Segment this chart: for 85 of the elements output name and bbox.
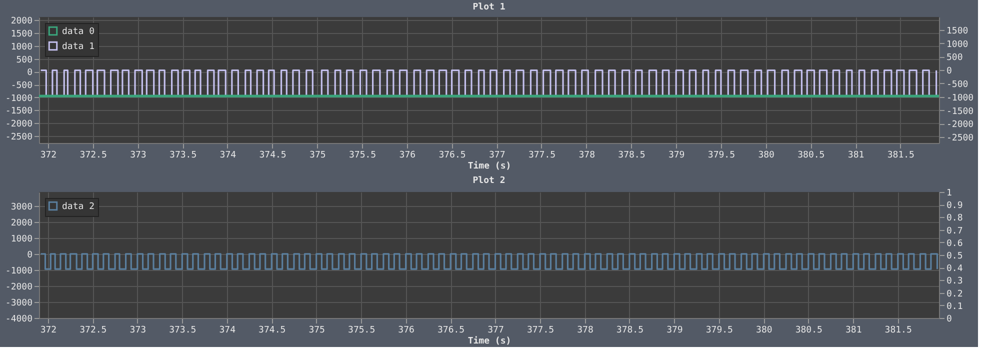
y2-tick-label: 0.5 bbox=[946, 252, 963, 262]
x-tick-label: 381 bbox=[848, 150, 864, 160]
chart-title: Plot 2 bbox=[472, 176, 506, 186]
x-tick-label: 378.5 bbox=[616, 326, 644, 336]
x-tick-label: 375 bbox=[310, 150, 326, 160]
x-tick-label: 372.5 bbox=[80, 326, 107, 336]
y2-tick-label: 0.4 bbox=[946, 264, 963, 274]
y-tick-label: 1500 bbox=[10, 30, 32, 40]
y-tick-label: -3000 bbox=[5, 298, 32, 308]
x-tick-label: 373 bbox=[130, 150, 146, 160]
x-tick-label: 372 bbox=[40, 326, 57, 336]
y-tick-label: -500 bbox=[10, 81, 32, 91]
x-axis-title: Time (s) bbox=[468, 336, 512, 346]
y2-tick-label: 0 bbox=[946, 66, 952, 77]
x-tick-label: 380.5 bbox=[795, 326, 822, 336]
x-tick-label: 376 bbox=[399, 150, 416, 160]
y2-tick-label: 1500 bbox=[946, 26, 968, 36]
y-tick-label: -1000 bbox=[5, 94, 32, 104]
y-tick-label: -2000 bbox=[5, 282, 32, 292]
y-tick-label: 0 bbox=[27, 250, 32, 260]
y2-tick-label: 0.8 bbox=[946, 214, 963, 224]
x-tick-label: 374 bbox=[220, 150, 236, 160]
y2-tick-label: 1 bbox=[946, 188, 952, 198]
y-tick-label: -2500 bbox=[5, 132, 32, 142]
x-tick-label: 377.5 bbox=[526, 326, 554, 336]
x-tick-label: 381.5 bbox=[887, 150, 914, 160]
x-tick-label: 372.5 bbox=[80, 150, 107, 160]
x-tick-label: 379.5 bbox=[706, 326, 733, 336]
x-tick-label: 376.5 bbox=[437, 326, 465, 336]
x-tick-label: 379 bbox=[668, 150, 685, 160]
x-tick-label: 376.5 bbox=[438, 150, 466, 160]
y2-tick-label: -2500 bbox=[946, 134, 974, 144]
y2-tick-label: 0.2 bbox=[946, 289, 963, 300]
y2-tick-label: -500 bbox=[946, 80, 968, 90]
y2-tick-label: 0.1 bbox=[946, 302, 963, 312]
y-tick-label: -1500 bbox=[5, 106, 32, 117]
x-tick-label: 378 bbox=[578, 150, 595, 160]
y2-tick-label: -1500 bbox=[946, 106, 974, 117]
x-tick-label: 378 bbox=[577, 326, 594, 336]
y-tick-label: 2000 bbox=[10, 16, 32, 27]
y2-tick-label: 1000 bbox=[946, 40, 968, 50]
y2-tick-label: 0.7 bbox=[946, 226, 963, 236]
x-tick-label: 379 bbox=[666, 326, 683, 336]
x-tick-label: 375.5 bbox=[348, 326, 376, 336]
x-tick-label: 375.5 bbox=[348, 150, 376, 160]
y2-tick-label: -2000 bbox=[946, 120, 974, 130]
legend-label: data 0 bbox=[62, 27, 95, 37]
x-tick-label: 380 bbox=[758, 150, 774, 160]
y2-tick-label: 0.3 bbox=[946, 276, 963, 287]
x-tick-label: 378.5 bbox=[618, 150, 646, 160]
y-tick-label: 3000 bbox=[10, 202, 32, 212]
x-tick-label: 380.5 bbox=[798, 150, 825, 160]
x-tick-label: 373 bbox=[130, 326, 146, 336]
y-tick-label: 2000 bbox=[10, 218, 32, 228]
x-tick-label: 375 bbox=[308, 326, 325, 336]
y-tick-label: 500 bbox=[16, 55, 32, 66]
x-tick-label: 377 bbox=[488, 326, 504, 336]
x-tick-label: 372 bbox=[40, 150, 57, 160]
x-tick-label: 374.5 bbox=[259, 150, 286, 160]
y2-tick-label: 0.9 bbox=[946, 201, 963, 212]
y-tick-label: 1000 bbox=[10, 234, 32, 244]
x-tick-label: 373.5 bbox=[169, 326, 196, 336]
x-tick-label: 376 bbox=[398, 326, 414, 336]
y-tick-label: 1000 bbox=[10, 42, 32, 52]
x-tick-label: 379.5 bbox=[708, 150, 735, 160]
y-tick-label: -4000 bbox=[5, 314, 32, 324]
legend-label: data 2 bbox=[62, 202, 95, 212]
x-axis-title: Time (s) bbox=[468, 160, 512, 172]
y2-tick-label: 0.6 bbox=[946, 238, 963, 249]
y-tick-label: -1000 bbox=[5, 266, 32, 276]
x-tick-label: 374.5 bbox=[258, 326, 286, 336]
x-tick-label: 373.5 bbox=[170, 150, 197, 160]
y-tick-label: 0 bbox=[27, 68, 32, 78]
legend-label: data 1 bbox=[62, 42, 95, 52]
y2-tick-label: -1000 bbox=[946, 93, 974, 104]
y-tick-label: -2000 bbox=[5, 120, 32, 130]
x-tick-label: 381.5 bbox=[884, 326, 912, 336]
x-tick-label: 381 bbox=[845, 326, 862, 336]
x-tick-label: 374 bbox=[219, 326, 236, 336]
chart-title: Plot 1 bbox=[472, 2, 506, 12]
y2-tick-label: 0 bbox=[946, 314, 952, 324]
x-tick-label: 380 bbox=[756, 326, 772, 336]
x-tick-label: 377 bbox=[488, 150, 506, 160]
y2-tick-label: 500 bbox=[946, 53, 963, 64]
x-tick-label: 377.5 bbox=[528, 150, 556, 160]
